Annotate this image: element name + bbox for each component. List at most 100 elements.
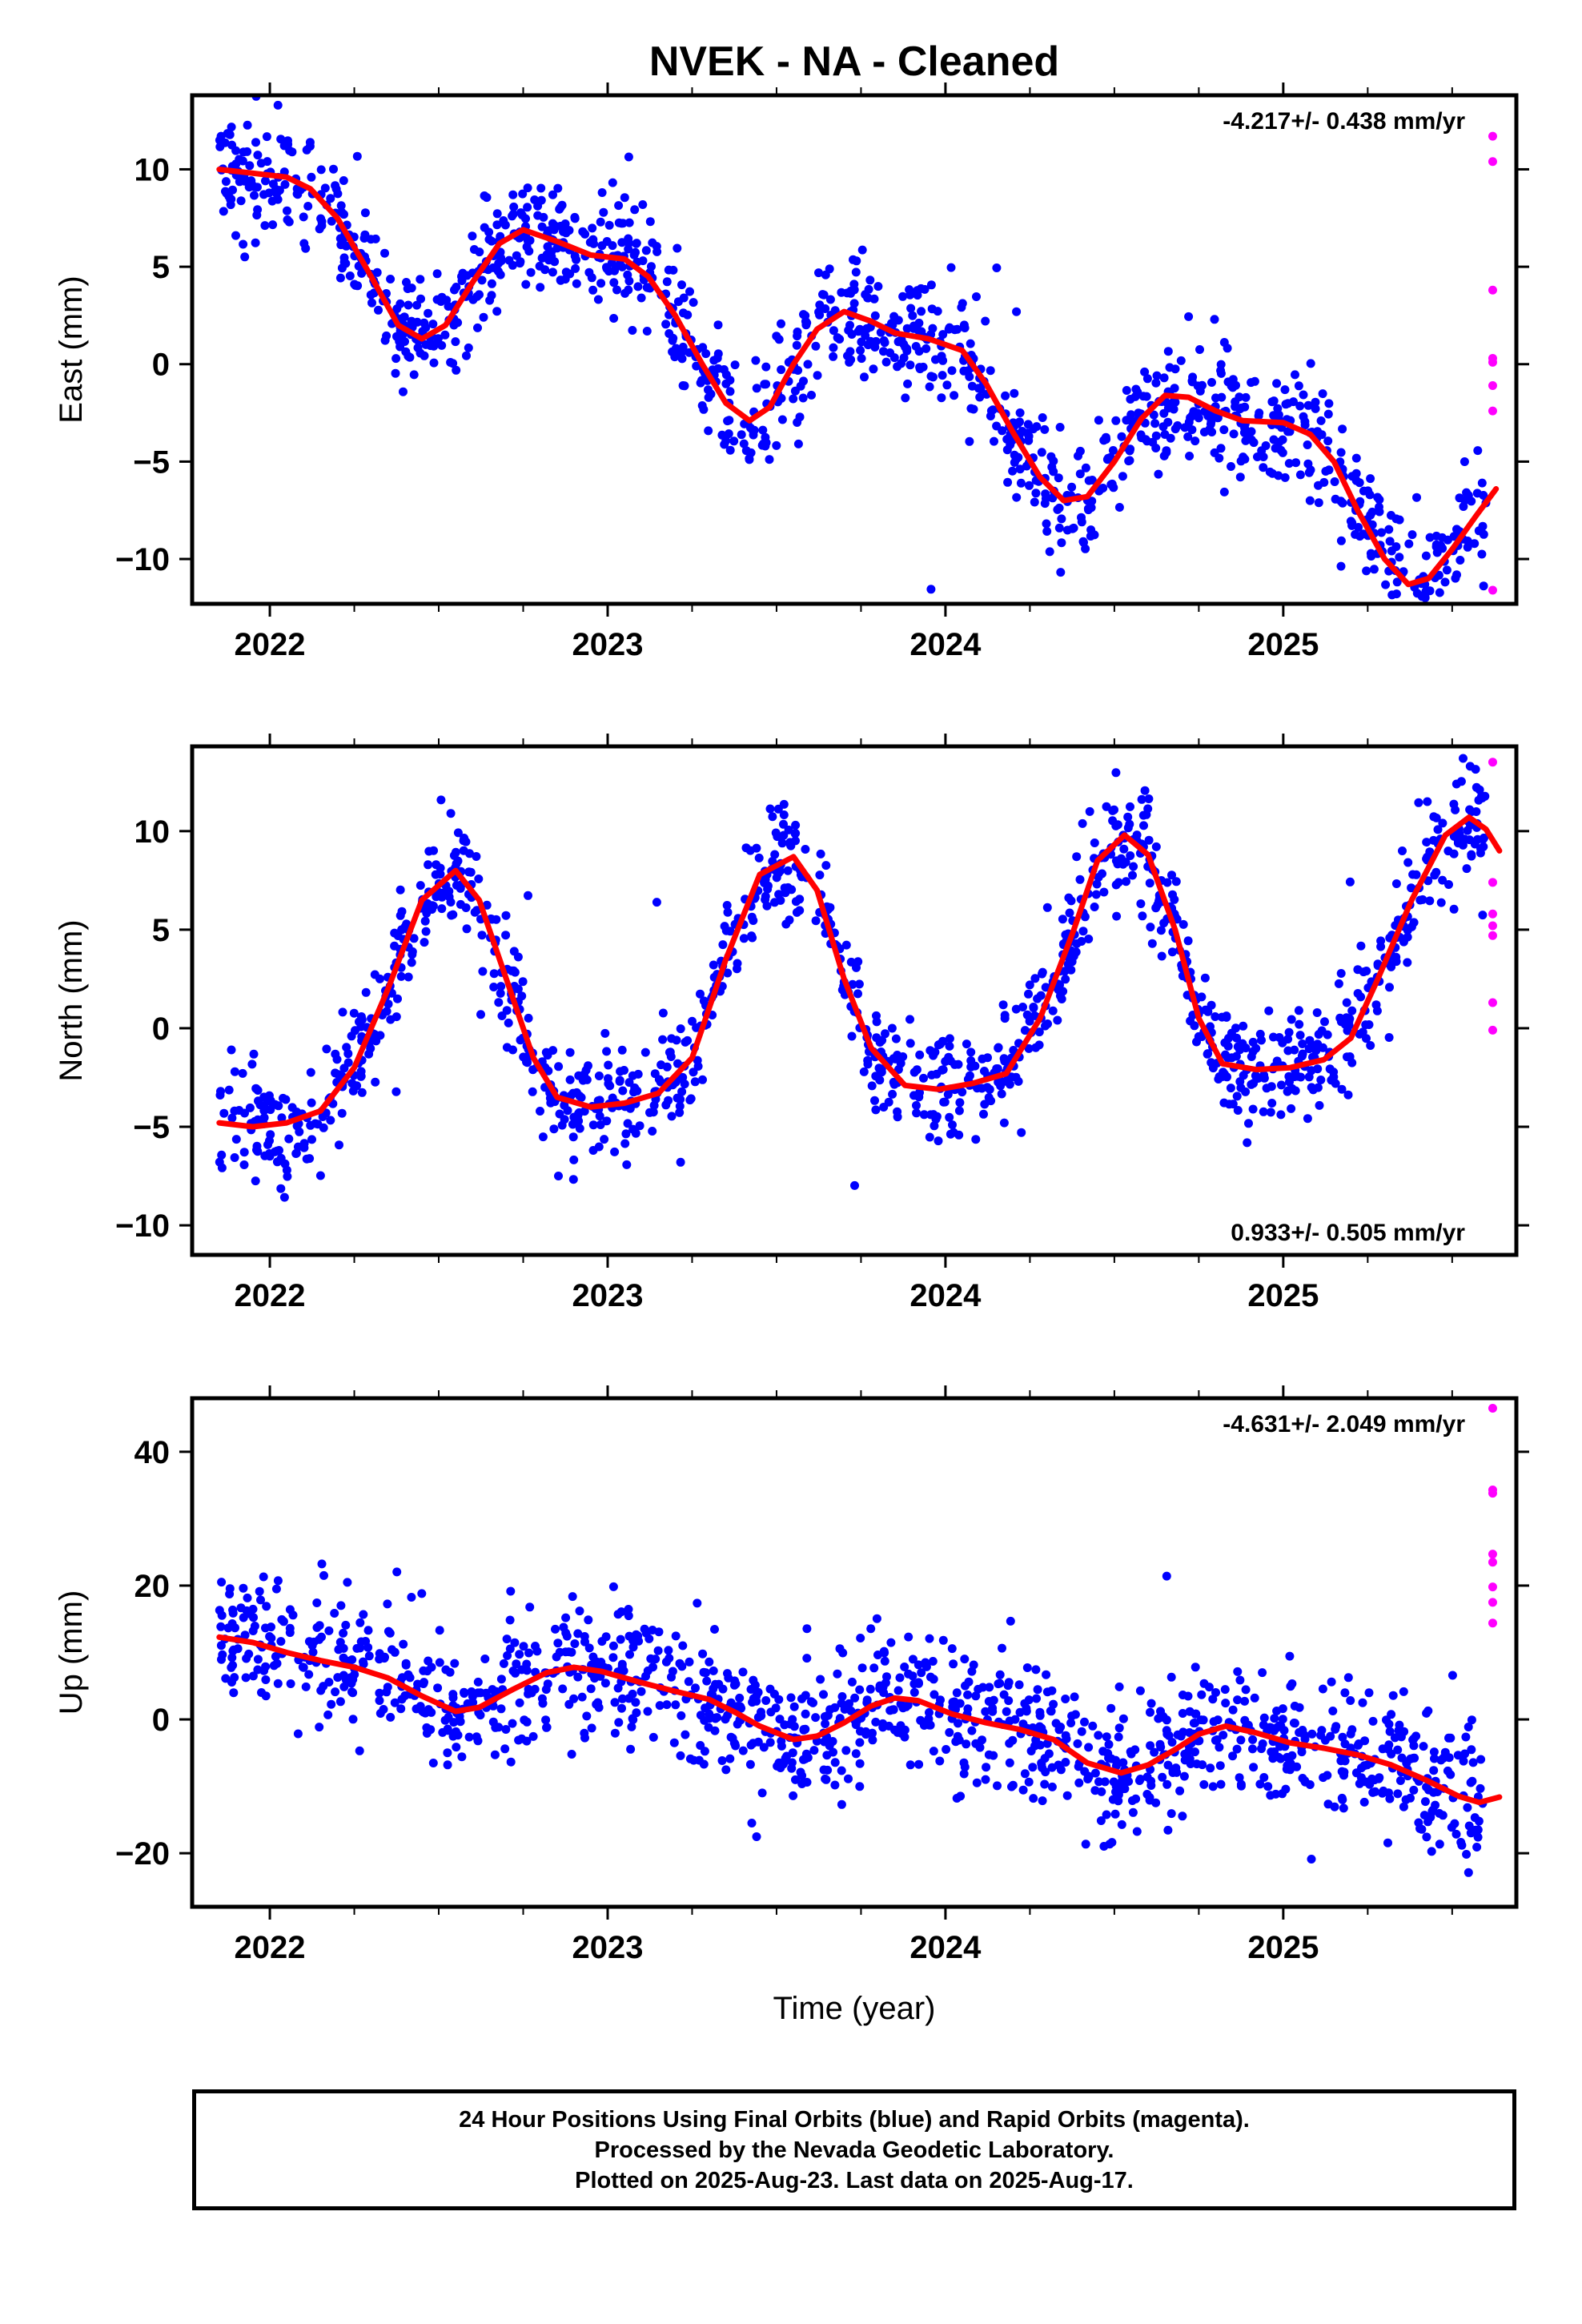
rate-label: -4.631+/- 2.049 mm/yr [1223, 1411, 1465, 1437]
data-point [791, 1775, 800, 1784]
data-point [1073, 1739, 1082, 1748]
data-point [616, 219, 626, 228]
data-point [1151, 842, 1161, 851]
data-point [735, 1693, 745, 1703]
data-point [691, 1683, 700, 1693]
data-point [262, 1602, 271, 1611]
data-point [335, 1638, 345, 1647]
data-point [1259, 1720, 1268, 1730]
data-point [1134, 1776, 1144, 1785]
data-point [1398, 610, 1407, 619]
data-point [1020, 1026, 1030, 1035]
data-point [1407, 530, 1417, 540]
data-point [1118, 1758, 1128, 1767]
data-point [689, 1068, 698, 1077]
data-point [508, 211, 517, 221]
data-point [930, 1047, 940, 1057]
data-point [427, 1663, 436, 1672]
data-point [633, 282, 643, 292]
data-point [1404, 539, 1414, 549]
data-point [1198, 1760, 1207, 1770]
data-point [1366, 549, 1375, 558]
data-point [1070, 1692, 1079, 1702]
data-point [1114, 1732, 1123, 1742]
data-point [1259, 452, 1268, 461]
data-point [604, 1074, 612, 1084]
data-point [847, 1677, 857, 1687]
data-point [227, 1678, 236, 1687]
data-point [1043, 1019, 1052, 1028]
data-point [1206, 420, 1215, 429]
data-point [216, 1641, 226, 1651]
data-point [628, 1642, 638, 1652]
data-point [1057, 538, 1066, 548]
data-point [500, 1744, 510, 1754]
data-point [1206, 1022, 1215, 1031]
data-point [819, 290, 829, 300]
data-point [925, 382, 934, 392]
data-point [219, 1108, 229, 1118]
data-point [1215, 1761, 1225, 1771]
data-point [1339, 1803, 1348, 1813]
data-point [988, 1707, 998, 1716]
rapid-point [1488, 1598, 1497, 1607]
data-point [453, 828, 463, 838]
data-point [1239, 1021, 1248, 1031]
data-point [984, 1697, 994, 1706]
data-point [942, 1745, 951, 1754]
data-point [1207, 428, 1217, 436]
data-point [628, 1689, 637, 1699]
data-point [925, 1720, 934, 1730]
data-point [291, 1148, 301, 1158]
data-point [1393, 612, 1402, 621]
data-point [221, 177, 231, 187]
data-point [614, 201, 624, 211]
data-point [882, 1672, 891, 1682]
data-point [283, 206, 291, 215]
data-point [1112, 911, 1122, 921]
data-point [473, 1677, 483, 1687]
data-point [1355, 1029, 1364, 1039]
data-point [1134, 408, 1143, 418]
data-point [871, 1105, 881, 1115]
data-point [1403, 926, 1412, 935]
data-point [364, 1651, 374, 1661]
data-point [428, 320, 438, 329]
data-point [516, 257, 525, 267]
data-point [464, 1732, 474, 1742]
data-point [594, 1072, 604, 1080]
data-point [997, 1089, 1006, 1099]
data-point [613, 1610, 623, 1619]
data-point [1233, 1106, 1243, 1115]
data-point [272, 1659, 282, 1668]
data-point [1473, 446, 1483, 456]
data-point [821, 270, 830, 279]
data-point [227, 140, 237, 150]
data-point [1131, 1794, 1141, 1803]
data-point [1303, 459, 1313, 468]
data-point [928, 324, 938, 333]
data-point [1429, 812, 1439, 822]
data-point [721, 1765, 731, 1775]
data-point [1066, 896, 1076, 906]
data-point [1104, 1753, 1114, 1763]
data-point [1385, 983, 1394, 992]
data-point [496, 1704, 506, 1714]
data-point [239, 1613, 248, 1622]
data-point [1025, 480, 1034, 490]
data-point [524, 891, 532, 900]
data-point [675, 1101, 685, 1111]
data-point [568, 1132, 578, 1142]
data-point [391, 368, 400, 378]
data-point [307, 172, 316, 182]
data-point [1140, 367, 1150, 376]
data-point [264, 188, 274, 198]
data-point [833, 1669, 842, 1679]
data-point [1403, 958, 1412, 967]
data-point [375, 1688, 384, 1698]
data-point [428, 901, 438, 911]
data-layer [215, 754, 1503, 1202]
data-point [954, 1719, 962, 1728]
data-point [1012, 307, 1022, 316]
